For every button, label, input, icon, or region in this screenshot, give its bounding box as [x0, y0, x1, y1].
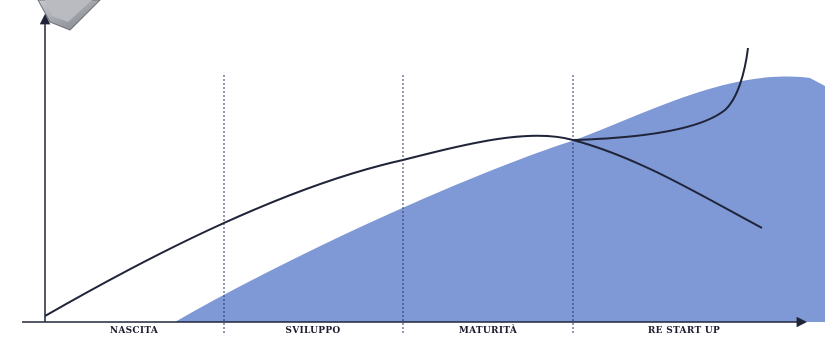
decline-curve — [572, 139, 763, 229]
lifecycle-curve — [44, 134, 574, 317]
restart-curve — [572, 47, 749, 141]
phase-label-maturita: MATURITÀ — [459, 324, 518, 336]
corner-badge — [37, 0, 101, 31]
phase-label-nascita: NASCITA — [110, 326, 159, 336]
phase-label-sviluppo: SVILUPPO — [285, 326, 340, 336]
market-area — [175, 76, 825, 323]
phase-label-restartup: RE START UP — [648, 326, 720, 336]
